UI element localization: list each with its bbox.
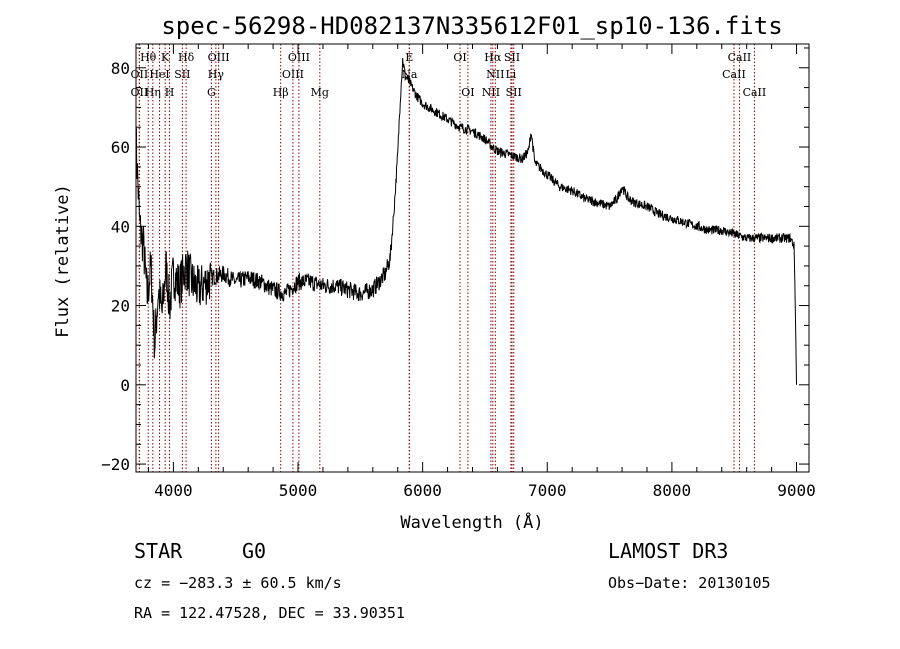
x-tick-label: 4000 — [154, 481, 193, 500]
emission-label: OIII — [282, 68, 304, 81]
spectrum-series — [135, 57, 797, 385]
emission-label: SII — [506, 86, 522, 99]
x-axis-label: Wavelength (Å) — [400, 511, 543, 533]
chart-title: spec-56298-HD082137N335612F01_sp10-136.f… — [161, 12, 782, 40]
y-axis-label: Flux (relative) — [53, 184, 73, 338]
emission-label: Hβ — [273, 86, 289, 99]
emission-label: SII — [504, 51, 520, 64]
emission-label: Hα — [484, 51, 502, 64]
emission-label: E — [405, 51, 413, 64]
y-tick-label: 40 — [111, 217, 130, 236]
y-tick-label: 60 — [111, 138, 130, 157]
coordinates: RA = 122.47528, DEC = 33.90351 — [134, 604, 405, 622]
emission-label: CaII — [743, 86, 767, 99]
y-axis-ticks: −20 0 20 40 60 80 — [101, 47, 809, 474]
emission-label: CaII — [722, 68, 746, 81]
emission-label: Li — [505, 68, 516, 81]
x-tick-label: 7000 — [528, 481, 567, 500]
x-tick-label: 6000 — [403, 481, 442, 500]
emission-label: HeI — [149, 68, 169, 81]
object-subclass: G0 — [242, 539, 267, 563]
x-tick-label: 8000 — [653, 481, 692, 500]
y-tick-label: 20 — [111, 297, 130, 316]
emission-label: OIII — [208, 51, 230, 64]
emission-line-markers — [138, 44, 755, 472]
emission-label: OI — [461, 86, 474, 99]
emission-label: OIII — [288, 51, 310, 64]
emission-label: Hθ — [140, 51, 157, 64]
emission-label: OII — [131, 86, 149, 99]
survey-name: LAMOST DR3 — [608, 539, 729, 563]
observation-date: Obs−Date: 20130105 — [608, 574, 771, 592]
y-tick-label: 80 — [111, 59, 130, 78]
emission-label: G — [207, 86, 216, 99]
spectrum-line — [135, 57, 797, 385]
y-tick-label: −20 — [101, 455, 130, 474]
emission-label: SII — [174, 68, 190, 81]
emission-label: Hδ — [178, 51, 195, 64]
object-class: STAR — [134, 539, 183, 563]
emission-label: Hγ — [208, 68, 225, 81]
plot-frame — [135, 43, 810, 473]
x-tick-label: 9000 — [777, 481, 816, 500]
emission-label: NII — [486, 68, 504, 81]
emission-label: Mg — [311, 86, 329, 99]
x-axis-ticks: 4000 5000 6000 7000 8000 9000 — [147, 44, 816, 500]
emission-label: Hη — [145, 86, 161, 99]
y-tick-label: 0 — [120, 376, 130, 395]
redshift-velocity: cz = −283.3 ± 60.5 km/s — [134, 574, 342, 592]
emission-label: K — [161, 51, 170, 64]
emission-label: H — [165, 86, 175, 99]
emission-label: OI — [453, 51, 466, 64]
emission-label: OII — [131, 68, 149, 81]
x-tick-label: 5000 — [279, 481, 318, 500]
emission-label: CaII — [728, 51, 752, 64]
emission-label: NII — [482, 86, 500, 99]
